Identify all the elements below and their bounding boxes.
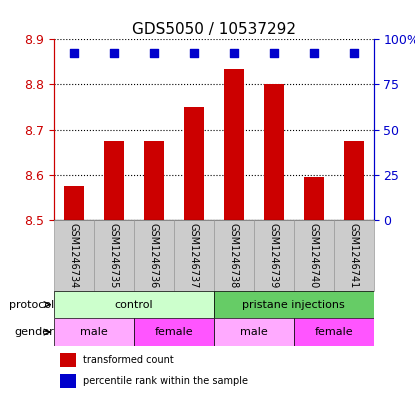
Bar [134,318,214,346]
Bar [344,141,364,220]
Text: female: female [314,327,353,337]
Text: protocol: protocol [9,299,54,310]
Text: transformed count: transformed count [83,355,173,365]
Bar [60,353,76,367]
Bar [54,318,134,346]
Bar [60,374,76,388]
FancyBboxPatch shape [174,220,214,291]
Point [190,50,197,56]
Text: GSM1246739: GSM1246739 [269,223,278,288]
FancyBboxPatch shape [214,220,254,291]
Text: pristane injections: pristane injections [242,299,345,310]
Bar [294,318,374,346]
Text: female: female [154,327,193,337]
Text: GSM1246741: GSM1246741 [349,223,359,288]
Point [350,50,357,56]
Bar [184,107,204,220]
Text: GSM1246734: GSM1246734 [69,223,79,288]
Bar [104,141,124,220]
Bar [64,186,84,220]
Point [310,50,317,56]
FancyBboxPatch shape [254,220,294,291]
Text: GSM1246736: GSM1246736 [149,223,159,288]
FancyBboxPatch shape [134,220,174,291]
Text: GSM1246738: GSM1246738 [229,223,239,288]
FancyBboxPatch shape [54,220,94,291]
Text: GSM1246737: GSM1246737 [189,223,199,288]
Point [151,50,157,56]
Text: control: control [115,299,153,310]
Bar [214,291,374,318]
Title: GDS5050 / 10537292: GDS5050 / 10537292 [132,22,296,37]
Point [71,50,77,56]
Text: male: male [240,327,268,337]
Point [230,50,237,56]
Bar [214,318,294,346]
Text: GSM1246740: GSM1246740 [309,223,319,288]
FancyBboxPatch shape [94,220,134,291]
Bar [144,141,164,220]
Point [270,50,277,56]
Bar [54,291,214,318]
Bar [264,84,283,220]
FancyBboxPatch shape [294,220,334,291]
Point [110,50,117,56]
Bar [224,69,244,220]
Text: GSM1246735: GSM1246735 [109,223,119,288]
Bar [304,177,324,220]
Text: male: male [80,327,108,337]
FancyBboxPatch shape [334,220,374,291]
Text: gender: gender [14,327,54,337]
Text: percentile rank within the sample: percentile rank within the sample [83,376,248,386]
